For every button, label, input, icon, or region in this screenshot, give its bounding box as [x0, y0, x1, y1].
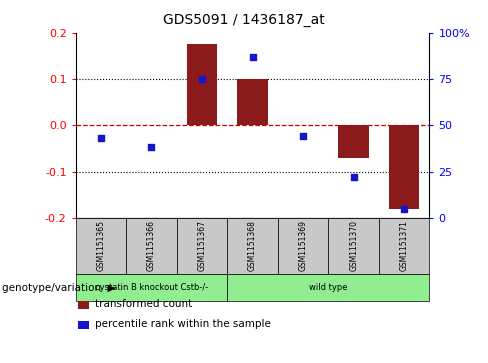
Text: GSM1151365: GSM1151365	[97, 220, 105, 272]
Text: GSM1151367: GSM1151367	[198, 220, 206, 272]
Point	[198, 76, 206, 82]
Text: GSM1151371: GSM1151371	[400, 220, 408, 272]
Point	[97, 135, 105, 141]
Bar	[187, 44, 217, 125]
Point	[147, 144, 155, 150]
Text: transformed count: transformed count	[95, 299, 192, 309]
Text: cystatin B knockout Cstb-/-: cystatin B knockout Cstb-/-	[95, 283, 208, 292]
Text: GSM1151369: GSM1151369	[299, 220, 307, 272]
Text: wild type: wild type	[309, 283, 347, 292]
Point	[249, 54, 257, 60]
Bar	[339, 125, 369, 158]
Text: percentile rank within the sample: percentile rank within the sample	[95, 319, 270, 329]
Text: GSM1151370: GSM1151370	[349, 220, 358, 272]
Text: genotype/variation  ▶: genotype/variation ▶	[2, 283, 116, 293]
Text: GDS5091 / 1436187_at: GDS5091 / 1436187_at	[163, 13, 325, 27]
Text: GSM1151368: GSM1151368	[248, 220, 257, 272]
Bar	[237, 79, 268, 125]
Point	[299, 134, 307, 139]
Text: GSM1151366: GSM1151366	[147, 220, 156, 272]
Point	[400, 205, 408, 211]
Bar	[389, 125, 419, 208]
Point	[350, 174, 358, 180]
